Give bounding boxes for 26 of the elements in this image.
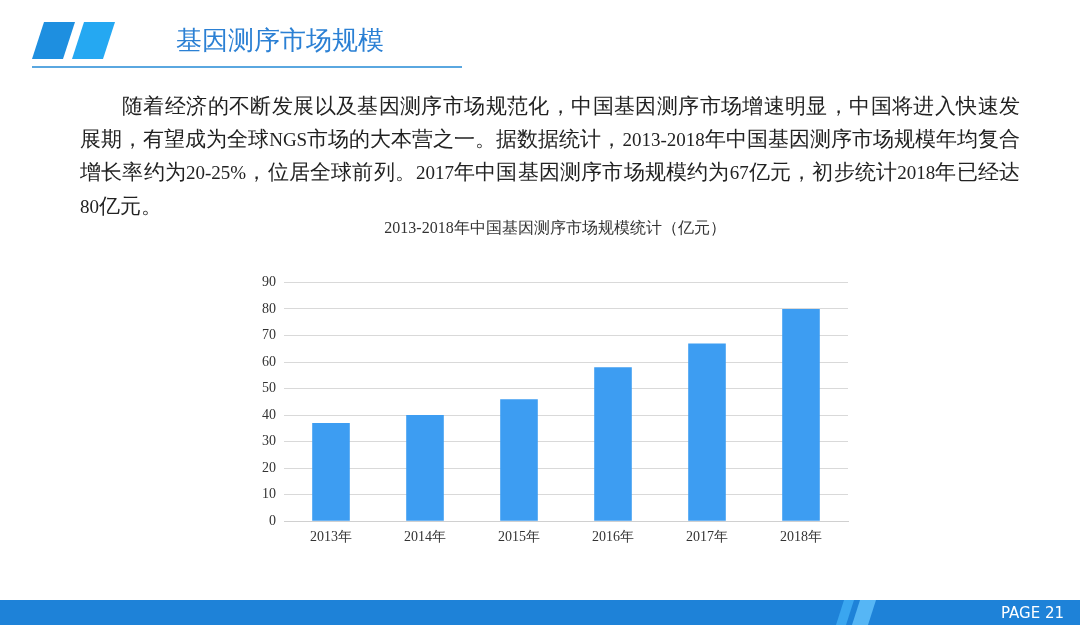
- bar: [312, 423, 350, 521]
- bar: [500, 399, 538, 521]
- x-tick-label: 2018年: [780, 529, 822, 545]
- x-tick-label: 2014年: [404, 529, 446, 545]
- x-tick-label: 2016年: [592, 529, 634, 545]
- x-tick-label: 2015年: [498, 529, 540, 545]
- y-tick-label: 70: [262, 327, 276, 343]
- x-tick-label: 2013年: [310, 529, 352, 545]
- y-tick-label: 50: [262, 380, 276, 396]
- y-tick-label: 20: [262, 459, 276, 475]
- bar: [688, 343, 726, 521]
- y-tick-label: 40: [262, 406, 276, 422]
- bar: [406, 415, 444, 521]
- y-tick-label: 30: [262, 433, 276, 449]
- y-tick-label: 0: [269, 512, 276, 528]
- text: 基因测序市场规模: [176, 25, 384, 57]
- y-tick-label: 10: [262, 486, 276, 502]
- text: PAGE 21: [1000, 603, 1064, 624]
- x-tick-label: 2017年: [686, 529, 728, 545]
- y-tick-label: 90: [262, 274, 276, 290]
- bar: [782, 308, 820, 521]
- chart-title: 2013-2018年中国基因测序市场规模统计（亿元）: [383, 218, 727, 238]
- y-tick-label: 60: [262, 353, 276, 369]
- text: 随着经济的不断发展以及基因测序市场规范化，中国基因测序市场增速明显，中国将进入快速发展期，有望成为全球NGS市场的大本营之一。据数据统计，2013-2018年中国基因测序市场规模年均复合增长率约为20-25%，位居全球前列。2017年中国基因测序市场规模约为67亿元，初步统计2018年已经达80亿元。: [80, 94, 1021, 218]
- y-tick-label: 80: [262, 300, 276, 316]
- bar: [594, 367, 632, 521]
